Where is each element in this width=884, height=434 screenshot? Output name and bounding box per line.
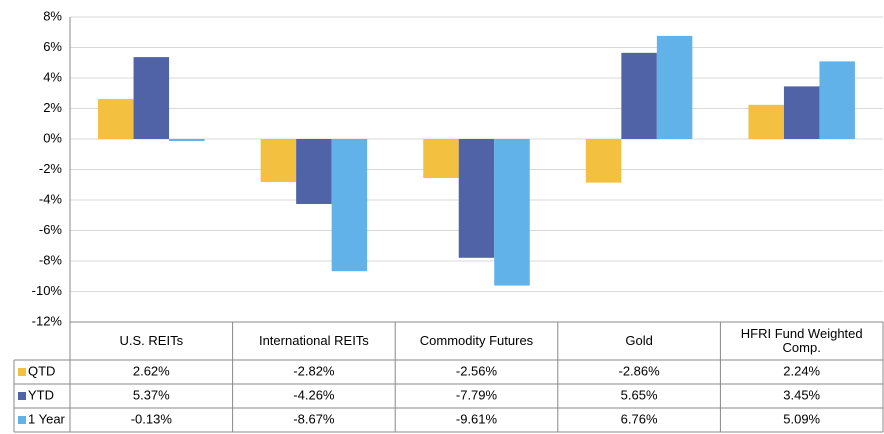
bar [585, 139, 622, 183]
legend-swatch [18, 416, 26, 424]
bar [783, 86, 820, 139]
y-tick-label: -8% [39, 252, 63, 267]
y-tick-label: 6% [43, 39, 62, 54]
category-cell: U.S. REITs [119, 333, 184, 348]
x-tick-label: Commodity Futures [419, 333, 534, 348]
data-label: 3.45% [783, 387, 820, 402]
x-tick-label: HFRI Fund Weighted Comp. [740, 326, 863, 355]
bar [656, 35, 693, 139]
y-tick-label: -4% [39, 191, 63, 206]
category-cell: International REITs [258, 333, 369, 348]
data-label: 6.76% [621, 411, 658, 426]
legend-label: 1 Year [28, 411, 66, 426]
bar [748, 104, 784, 139]
bar [98, 99, 134, 139]
data-label: 2.24% [783, 363, 820, 378]
y-tick-label: -10% [32, 283, 63, 298]
bar [133, 57, 170, 139]
data-label: -2.56% [456, 363, 498, 378]
data-label: 5.09% [783, 411, 820, 426]
legend-label: QTD [28, 363, 55, 378]
y-tick-label: -2% [39, 161, 63, 176]
bar [296, 139, 332, 204]
bar [819, 61, 855, 139]
data-label: 5.37% [133, 387, 170, 402]
data-label: -2.86% [618, 363, 660, 378]
bar [458, 139, 495, 258]
y-tick-label: 0% [43, 130, 62, 145]
data-label: -0.13% [131, 411, 173, 426]
legend-swatch [18, 392, 26, 400]
data-label: 2.62% [133, 363, 170, 378]
bar [494, 139, 530, 286]
data-label: -7.79% [456, 387, 498, 402]
bar [423, 139, 459, 179]
x-tick-label: U.S. REITs [119, 333, 184, 348]
x-tick-label: Gold [625, 333, 653, 348]
category-cell: Commodity Futures [419, 333, 534, 348]
y-tick-label: 8% [43, 8, 62, 23]
y-tick-label: -12% [32, 313, 63, 328]
data-label: -4.26% [293, 387, 335, 402]
bar [169, 139, 205, 141]
data-label: -2.82% [293, 363, 335, 378]
y-tick-label: 2% [43, 100, 62, 115]
category-cell: Gold [625, 333, 653, 348]
legend-swatch [18, 368, 26, 376]
data-label: -8.67% [293, 411, 335, 426]
bar [260, 139, 297, 183]
legend-label: YTD [28, 387, 54, 402]
bar [621, 52, 657, 139]
category-cell: HFRI Fund Weighted Comp. [740, 326, 863, 355]
y-tick-label: 4% [43, 69, 62, 84]
data-label: -9.61% [456, 411, 498, 426]
bar [331, 139, 368, 272]
x-tick-label: International REITs [258, 333, 369, 348]
y-tick-label: -6% [39, 222, 63, 237]
data-label: 5.65% [621, 387, 658, 402]
